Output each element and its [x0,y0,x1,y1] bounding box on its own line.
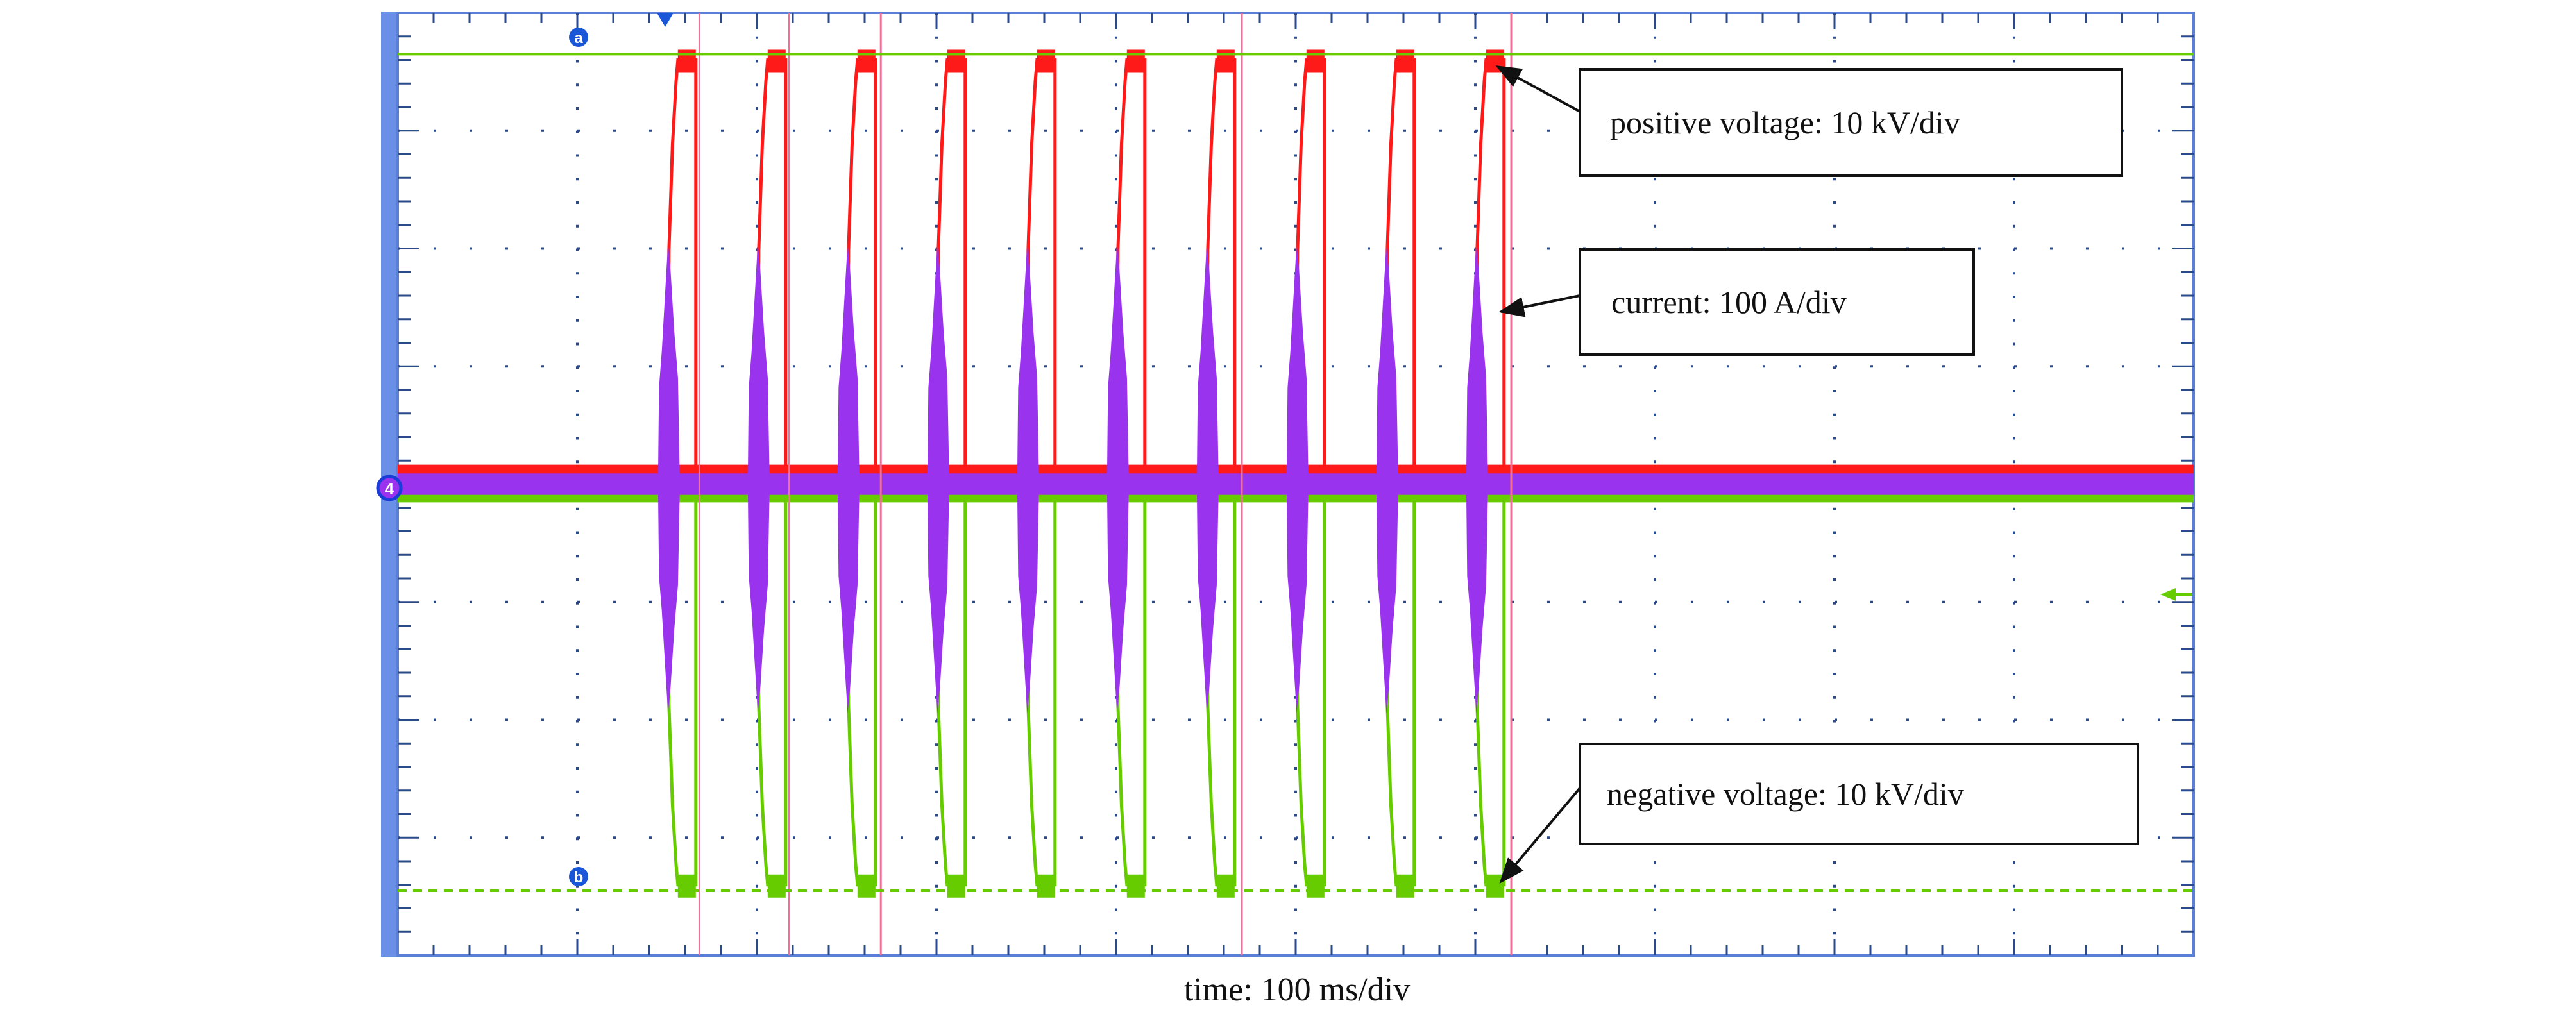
negative-voltage-plateau [1037,874,1055,898]
arrow-current [1498,294,1580,317]
current-pulse [838,242,860,714]
trigger-marker-icon[interactable] [657,13,674,27]
annotation-current: current: 100 A/div [1579,248,1975,356]
overlay [398,13,2194,955]
current-pulse [1466,242,1488,714]
annotation-text: positive voltage: 10 kV/div [1610,105,1960,140]
negative-voltage-plateau [947,874,965,898]
negative-voltage-plateau [1486,874,1504,898]
current-pulse [1377,242,1398,714]
current-pulse [1107,242,1129,714]
x-axis-label: time: 100 ms/div [1184,972,1410,1008]
cursor-a-label: a [574,29,583,47]
current-pulse [928,242,949,714]
annotation-text: negative voltage: 10 kV/div [1607,776,1964,812]
current-pulse [1197,242,1219,714]
negative-voltage-plateau [1306,874,1325,898]
current-pulse [1017,242,1039,714]
current-pulse [748,242,770,714]
arrow-negative-voltage [1499,787,1581,884]
annotation-text: current: 100 A/div [1611,284,1847,320]
cursor-b-label: b [574,869,584,886]
annotation-negative-voltage: negative voltage: 10 kV/div [1579,743,2139,845]
negative-voltage-plateau [767,874,786,898]
cursor-b-marker[interactable]: b [569,867,588,886]
arrow-positive-voltage [1495,65,1580,113]
current-pulse [1287,242,1309,714]
negative-voltage-plateau [1396,874,1414,898]
current-pulse [658,242,680,714]
negative-voltage-plateau [857,874,876,898]
negative-voltage-plateau [1216,874,1235,898]
negative-voltage-plateau [677,874,696,898]
cursor-a-marker[interactable]: a [569,28,588,47]
offset-arrow-icon[interactable] [2160,588,2192,601]
channel-4-marker[interactable]: 4 [376,475,403,501]
annotation-positive-voltage: positive voltage: 10 kV/div [1579,68,2123,177]
negative-voltage-plateau [1126,874,1145,898]
traces [398,49,2194,898]
channel-4-label: 4 [385,479,394,498]
